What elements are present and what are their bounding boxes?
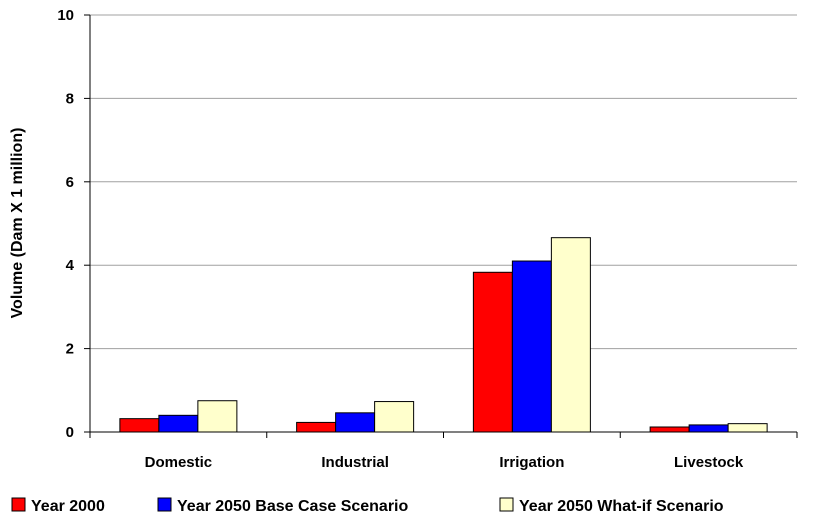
bar [688,424,729,433]
bar [550,237,591,433]
x-category-label: Domestic [145,454,213,471]
axes [89,15,797,433]
legend: Year 2000 Year 2050 Base Case Scenario Yea… [11,497,724,515]
x-category-label: Livestock [674,454,744,471]
bars [119,237,768,433]
x-category-labels: Domestic Industrial Irrigation Livestock [89,432,798,471]
y-tick-label: 0 [66,424,74,441]
gridlines [90,14,797,350]
x-category-label: Industrial [321,454,389,471]
legend-label: Year 2050 What-if Scenario [519,498,724,515]
bar [649,426,690,433]
y-tick-label: 6 [66,174,74,191]
bar [727,423,768,433]
legend-swatch [11,497,26,512]
legend-label: Year 2000 [31,498,105,515]
bar [158,414,199,433]
x-category-label: Irrigation [499,454,564,471]
bar [296,421,337,433]
bar [335,412,376,433]
legend-swatch [499,497,514,512]
bar [472,271,513,433]
bar [374,401,415,433]
y-ticks: 0 2 4 6 8 10 [57,7,90,441]
bar [511,260,552,433]
bar [197,400,238,433]
legend-label: Year 2050 Base Case Scenario [177,498,409,515]
y-tick-label: 10 [57,7,74,24]
legend-swatch [157,497,172,512]
y-axis-title: Volume (Dam X 1 million) [9,128,26,319]
bar [119,418,160,433]
y-tick-label: 2 [66,341,74,358]
y-tick-label: 4 [66,257,75,274]
y-tick-label: 8 [66,90,74,107]
